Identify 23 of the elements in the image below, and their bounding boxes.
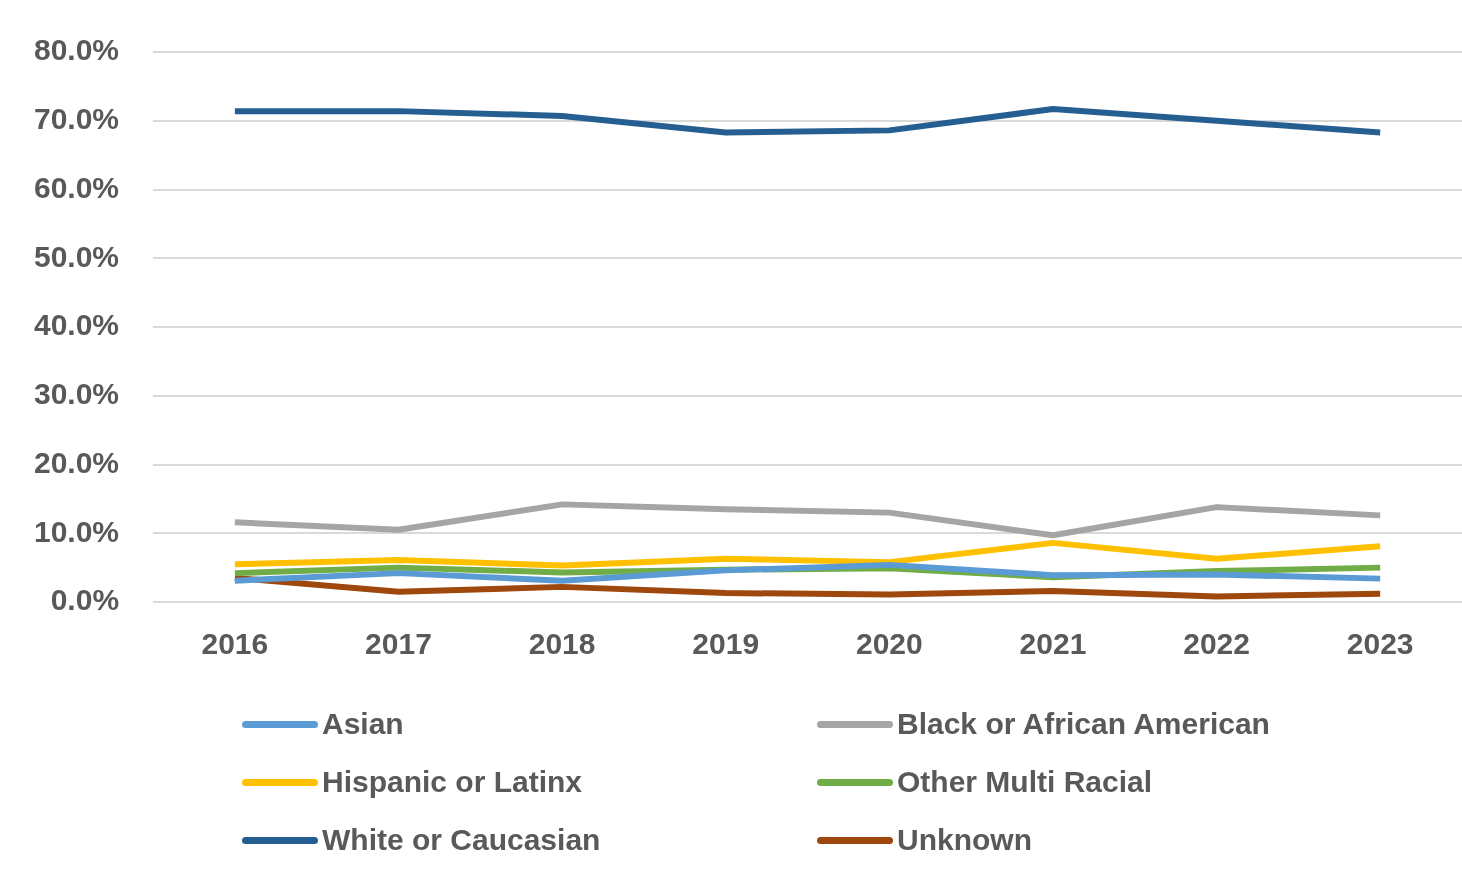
x-tick-label: 2018	[528, 627, 596, 661]
x-tick-label: 2021	[1019, 627, 1087, 661]
x-tick-label: 2019	[692, 627, 760, 661]
y-tick-label: 70.0%	[33, 102, 120, 136]
legend-label: Asian	[322, 707, 404, 741]
y-tick-label: 60.0%	[33, 170, 120, 204]
y-tick-label: 0.0%	[50, 583, 120, 617]
x-tick-label: 2017	[365, 627, 432, 661]
y-tick-label: 30.0%	[33, 377, 120, 411]
y-tick-label: 40.0%	[33, 308, 120, 342]
legend-label: Hispanic or Latinx	[322, 765, 583, 799]
x-tick-label: 2016	[201, 627, 269, 661]
y-tick-label: 20.0%	[33, 445, 120, 479]
y-tick-label: 10.0%	[33, 514, 120, 548]
x-tick-label: 2020	[855, 627, 923, 661]
y-tick-label: 50.0%	[33, 239, 120, 273]
legend-label: White or Caucasian	[322, 823, 601, 857]
y-tick-label: 80.0%	[33, 33, 120, 67]
legend-label: Other Multi Racial	[897, 765, 1153, 799]
x-tick-label: 2023	[1346, 627, 1414, 661]
x-tick-label: 2022	[1183, 627, 1250, 661]
legend-label: Black or African American	[897, 707, 1270, 741]
legend-label: Unknown	[897, 823, 1032, 857]
